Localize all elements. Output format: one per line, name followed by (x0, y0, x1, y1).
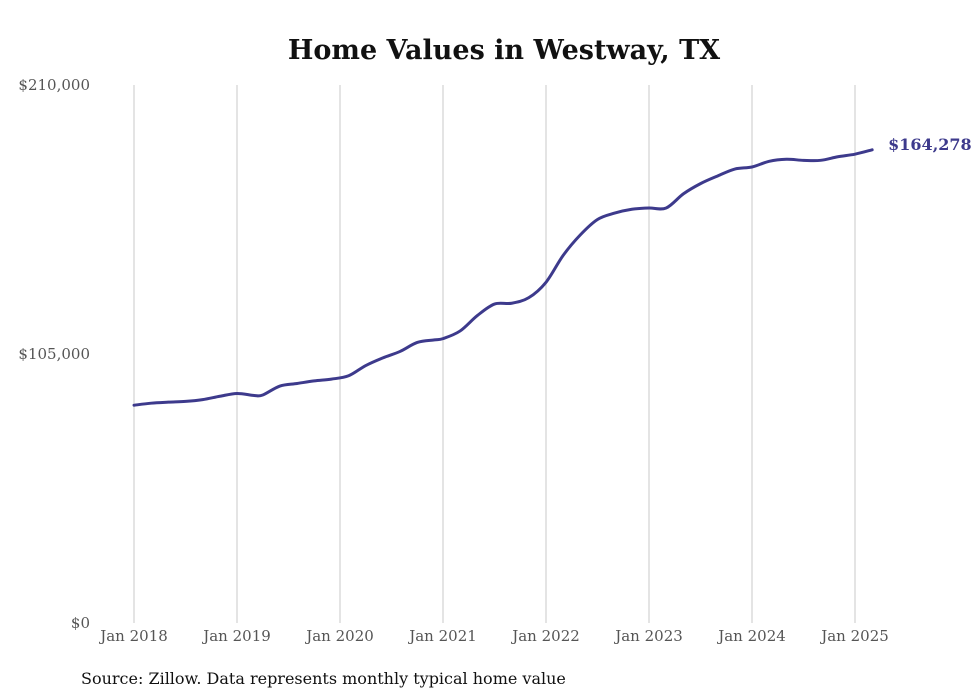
x-axis: Jan 2018 Jan 2019 Jan 2020 Jan 2021 Jan 2022… (98, 627, 889, 645)
plot-grid (133, 85, 856, 623)
x-tick-label: Jan 2024 (716, 627, 786, 645)
chart-title: Home Values in Westway, TX (288, 35, 720, 66)
x-tick-label: Jan 2022 (510, 627, 580, 645)
series-line (132, 148, 874, 407)
x-tick-label: Jan 2020 (304, 627, 374, 645)
end-value-label: $164,278 (888, 135, 972, 154)
y-tick-label: $210,000 (18, 76, 90, 94)
y-tick-label: $105,000 (18, 345, 90, 363)
x-tick-label: Jan 2023 (613, 627, 683, 645)
y-axis: $0 $105,000 $210,000 (18, 76, 90, 632)
y-tick-label: $0 (71, 614, 90, 632)
x-tick-label: Jan 2018 (98, 627, 168, 645)
source-note: Source: Zillow. Data represents monthly … (81, 669, 566, 688)
x-tick-label: Jan 2021 (407, 627, 477, 645)
x-tick-label: Jan 2025 (819, 627, 889, 645)
x-tick-label: Jan 2019 (201, 627, 271, 645)
